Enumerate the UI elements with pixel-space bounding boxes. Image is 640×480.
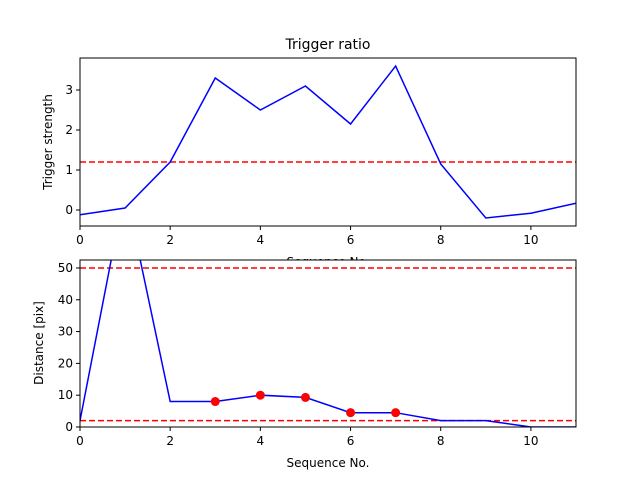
x-tick-label: 2 (166, 434, 174, 448)
x-tick-label: 8 (437, 233, 445, 247)
data-point (255, 390, 265, 400)
data-point (210, 397, 220, 407)
data-point (391, 408, 401, 418)
x-tick-label: 2 (166, 233, 174, 247)
y-tick-label: 20 (58, 356, 73, 370)
y-tick-label: 0 (65, 203, 73, 217)
series-line-0 (80, 260, 576, 427)
x-tick-label: 6 (347, 434, 355, 448)
plot-frame (79, 57, 577, 227)
y-tick-label: 0 (65, 420, 73, 434)
y-tick-label: 1 (65, 163, 73, 177)
y-tick-label: 2 (65, 123, 73, 137)
chart-title: Trigger ratio (284, 37, 370, 53)
series-line-0 (80, 64, 576, 219)
x-tick-label: 6 (347, 233, 355, 247)
x-tick-label: 4 (257, 434, 265, 448)
y-tick-label: 30 (58, 325, 73, 339)
x-tick-label: 10 (523, 233, 538, 247)
x-tick-label: 4 (257, 233, 265, 247)
x-tick-label: 0 (76, 434, 84, 448)
distance-chart: 0 2 4 6 8 10 0 10 20 30 40 50 Distance [pix] Seque… (32, 259, 577, 470)
y-tick-label: 40 (58, 293, 73, 307)
y-tick-label: 50 (58, 261, 73, 275)
x-tick-label: 10 (523, 434, 538, 448)
y-axis-label: Trigger strength (41, 94, 55, 191)
y-tick-label: 10 (58, 388, 73, 402)
plot-area (80, 58, 576, 226)
x-tick-label: 0 (76, 233, 84, 247)
data-point (300, 392, 310, 402)
data-point (346, 408, 356, 418)
plot-frame (79, 259, 577, 428)
y-axis-label: Distance [pix] (32, 301, 46, 385)
x-axis-label: Sequence No. (287, 456, 370, 470)
x-tick-label: 8 (437, 434, 445, 448)
plot-area (80, 260, 576, 427)
trigger-ratio-chart: 0 2 4 6 8 10 0 1 2 3 Trigger ratio Trigger stren… (41, 37, 577, 269)
y-tick-label: 3 (65, 83, 73, 97)
